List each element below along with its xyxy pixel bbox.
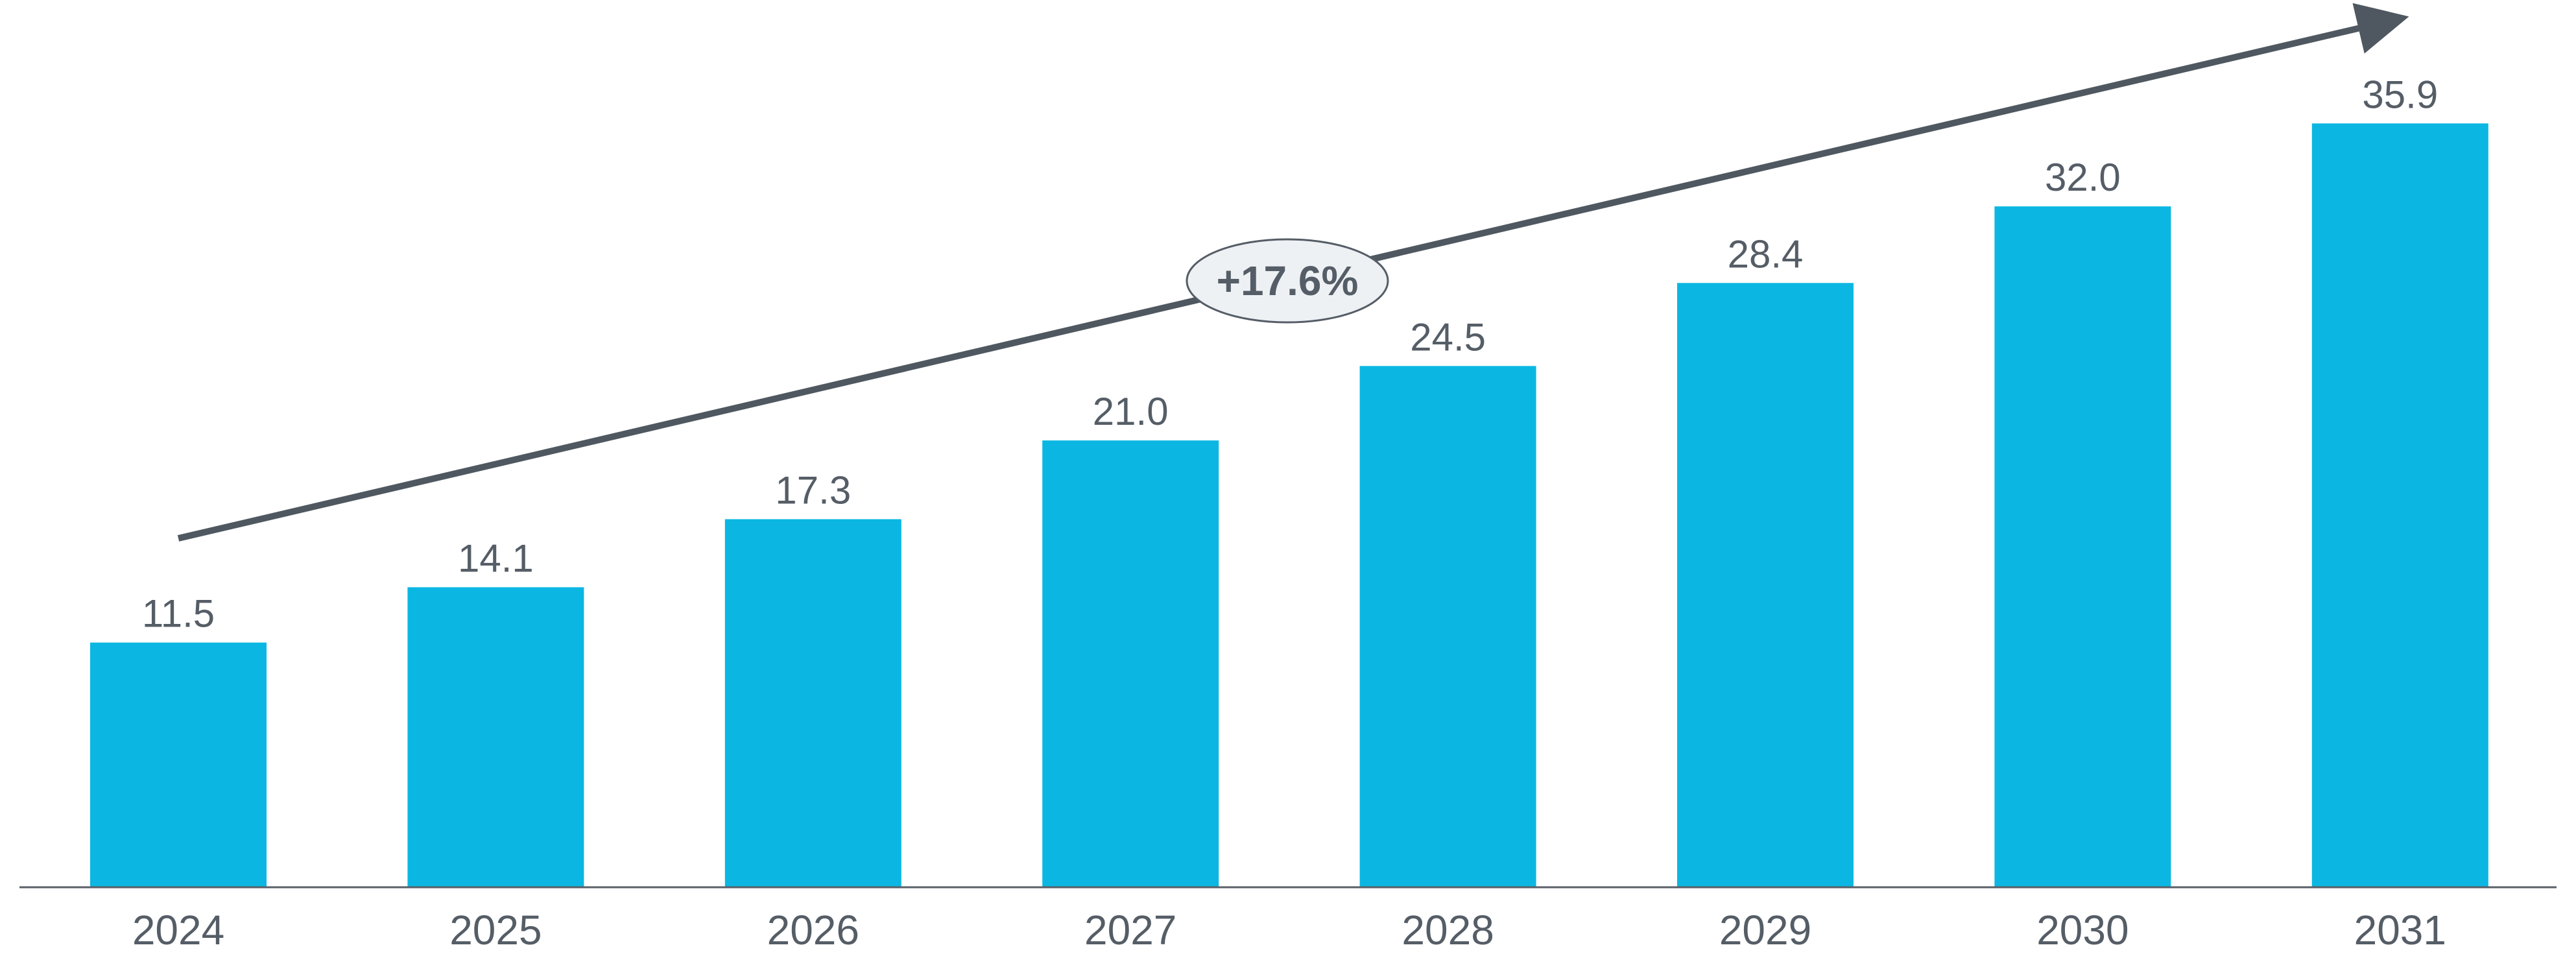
x-tick-label-2031: 2031: [2354, 907, 2446, 953]
bar-value-label-2026: 17.3: [775, 469, 851, 512]
bar-2029: [1677, 283, 1854, 887]
x-tick-label-2027: 2027: [1084, 907, 1176, 953]
bar-2026: [724, 519, 901, 887]
bar-value-label-2029: 28.4: [1728, 232, 1804, 276]
bar-2024: [90, 642, 267, 887]
x-tick-label-2028: 2028: [1401, 907, 1494, 953]
cagr-label: +17.6%: [1217, 257, 1359, 304]
bar-2028: [1359, 366, 1536, 887]
x-tick-label-2029: 2029: [1719, 907, 1811, 953]
bar-value-label-2024: 11.5: [142, 592, 215, 636]
bar-value-label-2031: 35.9: [2362, 73, 2438, 116]
x-tick-label-2025: 2025: [449, 907, 542, 953]
bar-labels-group: 11.5 14.1 17.3 21.0 24.5 28.4 32.0 35.9: [142, 73, 2438, 635]
bar-value-label-2028: 24.5: [1410, 315, 1486, 359]
x-tick-label-2030: 2030: [2036, 907, 2129, 953]
bar-2025: [407, 587, 584, 887]
bar-value-label-2027: 21.0: [1093, 390, 1169, 433]
cagr-badge: [1186, 238, 1389, 324]
cagr-trend-annotation: +17.6%: [177, 3, 2409, 542]
bar-2030: [1994, 206, 2171, 888]
bar-value-label-2025: 14.1: [458, 536, 534, 580]
bar-2031: [2311, 123, 2488, 887]
x-tick-label-2024: 2024: [132, 907, 224, 953]
bars-group: [90, 123, 2488, 888]
x-tick-labels-group: 2024 2025 2026 2027 2028 2029 2030 2031: [132, 907, 2446, 953]
bar-2027: [1042, 440, 1219, 887]
x-tick-label-2026: 2026: [767, 907, 859, 953]
bar-value-label-2030: 32.0: [2045, 156, 2121, 199]
